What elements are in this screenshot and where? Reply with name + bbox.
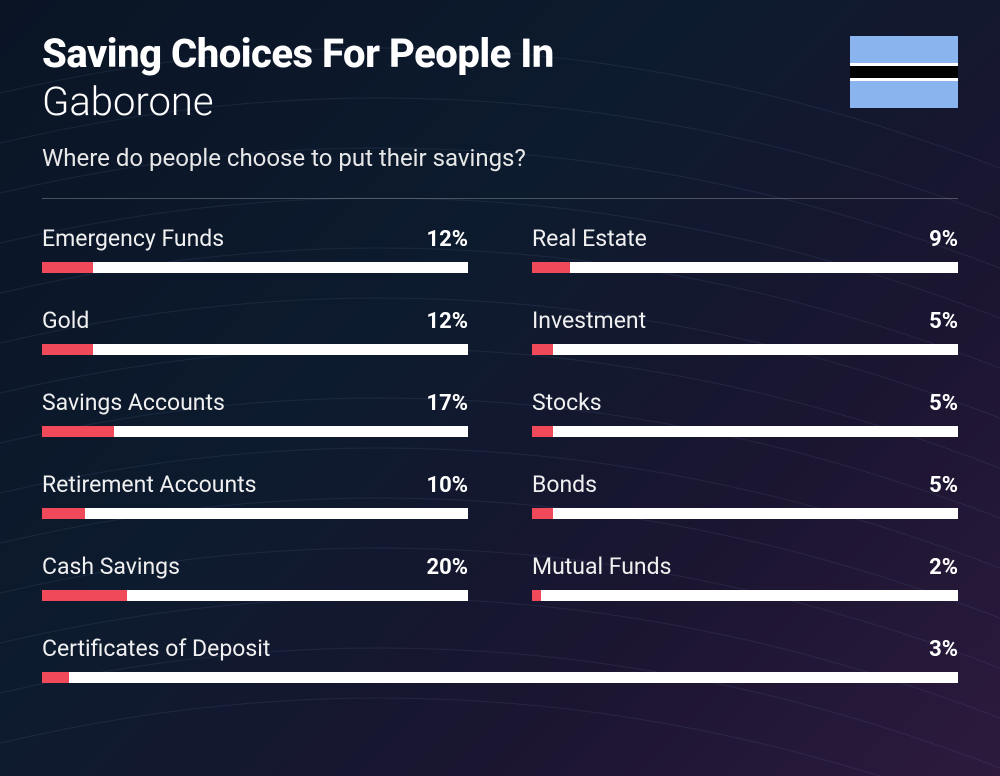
chart-item: Savings Accounts 17% [42,389,468,437]
bar-fill [42,590,127,601]
bar-fill [42,672,69,683]
chart-item-value: 12% [426,309,468,334]
chart-item-label: Savings Accounts [42,389,225,416]
bar-track [42,508,468,519]
chart-item-head: Real Estate 9% [532,225,958,252]
bar-fill [532,426,553,437]
chart-item-head: Investment 5% [532,307,958,334]
chart-item-value: 2% [929,555,958,580]
chart-item-value: 20% [426,555,468,580]
chart-item-label: Investment [532,307,646,334]
bar-fill [532,508,553,519]
chart-item: Bonds 5% [532,471,958,519]
bar-fill [42,508,85,519]
chart-item-head: Cash Savings 20% [42,553,468,580]
chart-item-head: Stocks 5% [532,389,958,416]
chart-item-head: Emergency Funds 12% [42,225,468,252]
chart-item-value: 9% [929,227,958,252]
divider [42,198,958,199]
title-line1: Saving Choices For People In [42,32,850,76]
chart-item-label: Real Estate [532,225,647,252]
chart-item-head: Certificates of Deposit 3% [42,635,958,662]
chart-item-value: 5% [929,391,958,416]
bar-fill [532,344,553,355]
chart-item-value: 10% [426,473,468,498]
chart-item-value: 17% [426,391,468,416]
title-block: Saving Choices For People In Gaborone Wh… [42,32,850,172]
bar-track [42,672,958,683]
bar-track [532,590,958,601]
chart-item-label: Stocks [532,389,602,416]
chart-item-label: Emergency Funds [42,225,224,252]
bar-track [532,344,958,355]
chart-item-head: Savings Accounts 17% [42,389,468,416]
chart-item: Stocks 5% [532,389,958,437]
chart-item-label: Cash Savings [42,553,180,580]
chart-item-label: Certificates of Deposit [42,635,270,662]
chart-item: Real Estate 9% [532,225,958,273]
chart-item-head: Retirement Accounts 10% [42,471,468,498]
chart-item-head: Mutual Funds 2% [532,553,958,580]
chart-item-head: Gold 12% [42,307,468,334]
chart-item-label: Mutual Funds [532,553,671,580]
chart-grid: Emergency Funds 12% Real Estate 9% Gold 12% In… [42,225,958,683]
bar-fill [532,262,570,273]
chart-item: Emergency Funds 12% [42,225,468,273]
chart-item-value: 5% [929,309,958,334]
flag-icon [850,36,958,108]
chart-item: Retirement Accounts 10% [42,471,468,519]
bar-track [42,426,468,437]
chart-item-value: 12% [426,227,468,252]
chart-item-head: Bonds 5% [532,471,958,498]
chart-item-label: Bonds [532,471,597,498]
title-line2: Gaborone [42,78,850,126]
bar-fill [42,262,93,273]
bar-track [42,262,468,273]
bar-fill [42,344,93,355]
chart-item: Certificates of Deposit 3% [42,635,958,683]
bar-fill [42,426,114,437]
bar-track [532,426,958,437]
chart-item-label: Retirement Accounts [42,471,257,498]
chart-item-label: Gold [42,307,89,334]
chart-item: Cash Savings 20% [42,553,468,601]
bar-track [532,262,958,273]
chart-item: Mutual Funds 2% [532,553,958,601]
chart-item-value: 3% [929,637,958,662]
bar-track [42,590,468,601]
bar-fill [532,590,541,601]
subtitle: Where do people choose to put their savi… [42,144,850,172]
chart-item-value: 5% [929,473,958,498]
header: Saving Choices For People In Gaborone Wh… [42,32,958,172]
bar-track [42,344,468,355]
chart-item: Investment 5% [532,307,958,355]
bar-track [532,508,958,519]
chart-item: Gold 12% [42,307,468,355]
